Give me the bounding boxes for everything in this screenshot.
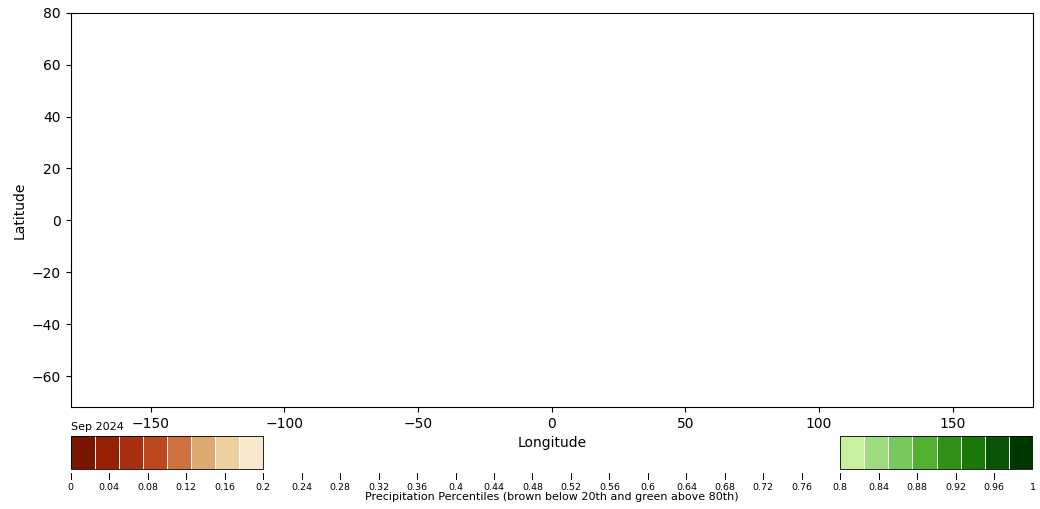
Bar [215, 436, 239, 469]
Text: 0.64: 0.64 [676, 483, 697, 492]
Bar [1009, 436, 1033, 469]
Text: 0.92: 0.92 [945, 483, 966, 492]
Bar [937, 436, 961, 469]
Text: 0.36: 0.36 [407, 483, 427, 492]
Text: 0.24: 0.24 [291, 483, 312, 492]
Text: 0.4: 0.4 [448, 483, 463, 492]
Text: 1: 1 [1030, 483, 1036, 492]
Bar [95, 436, 119, 469]
Bar [119, 436, 142, 469]
Text: 0.84: 0.84 [868, 483, 889, 492]
Bar [912, 436, 937, 469]
Text: 0.8: 0.8 [833, 483, 848, 492]
Bar [191, 436, 215, 469]
Bar [961, 436, 985, 469]
Bar [167, 436, 191, 469]
Text: 0.88: 0.88 [907, 483, 928, 492]
Text: 0: 0 [68, 483, 74, 492]
Text: 0.6: 0.6 [641, 483, 655, 492]
Text: 0.48: 0.48 [522, 483, 543, 492]
Text: 0.96: 0.96 [984, 483, 1005, 492]
Bar [71, 436, 263, 469]
Bar [985, 436, 1009, 469]
Bar [864, 436, 888, 469]
Y-axis label: Latitude: Latitude [12, 181, 26, 239]
Text: 0.52: 0.52 [561, 483, 581, 492]
Text: 0.28: 0.28 [330, 483, 350, 492]
Text: Precipitation Percentiles (brown below 20th and green above 80th): Precipitation Percentiles (brown below 2… [365, 492, 738, 502]
Text: 0.12: 0.12 [176, 483, 197, 492]
Bar [888, 436, 912, 469]
X-axis label: Longitude: Longitude [517, 437, 587, 450]
Text: Sep 2024: Sep 2024 [71, 421, 124, 432]
Text: 0.04: 0.04 [99, 483, 120, 492]
Text: 0.56: 0.56 [599, 483, 620, 492]
Bar [239, 436, 263, 469]
Text: 0.32: 0.32 [368, 483, 389, 492]
Text: 0.68: 0.68 [714, 483, 735, 492]
Text: 0.44: 0.44 [484, 483, 504, 492]
Text: 0.76: 0.76 [791, 483, 812, 492]
Text: 0.08: 0.08 [137, 483, 158, 492]
Text: 0.72: 0.72 [753, 483, 774, 492]
Bar [840, 436, 864, 469]
Bar [71, 436, 95, 469]
Text: 0.2: 0.2 [256, 483, 270, 492]
Bar [142, 436, 166, 469]
Bar [840, 436, 1033, 469]
Text: 0.16: 0.16 [214, 483, 235, 492]
